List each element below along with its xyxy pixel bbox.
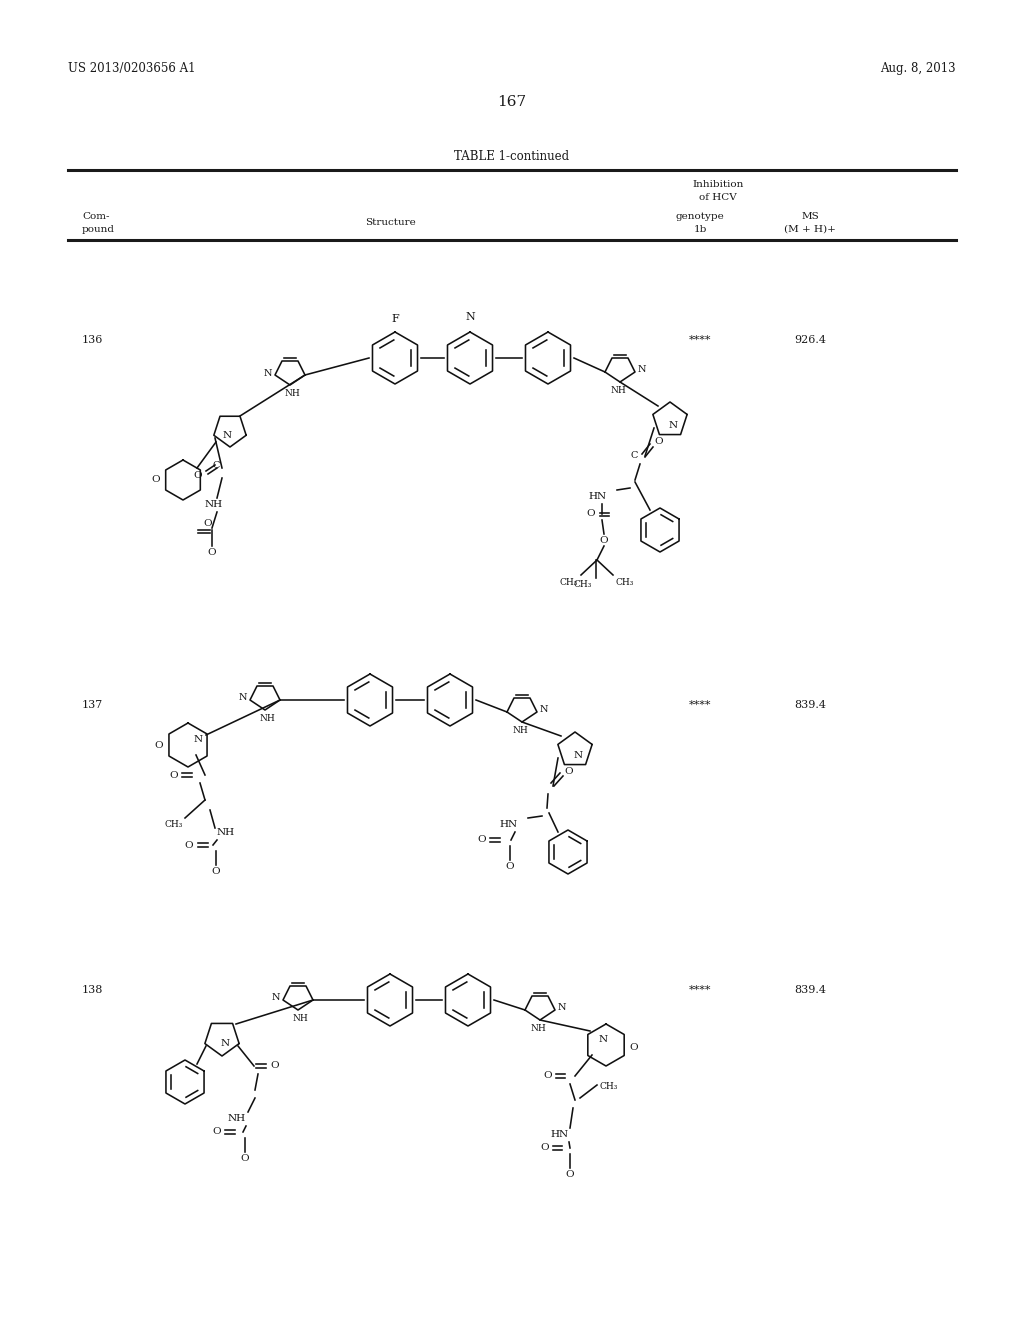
Text: O: O [600,536,608,545]
Text: CH₃: CH₃ [165,820,183,829]
Text: ****: **** [689,335,712,345]
Text: O: O [654,437,663,446]
Text: N: N [239,693,247,702]
Text: 137: 137 [82,700,103,710]
Text: NH: NH [205,500,223,510]
Text: pound: pound [82,224,115,234]
Text: NH: NH [292,1014,308,1023]
Text: N: N [271,994,280,1002]
Text: C: C [631,451,638,461]
Text: CH₃: CH₃ [615,578,634,587]
Text: N: N [194,734,203,743]
Text: O: O [169,771,178,780]
Text: NH: NH [530,1024,546,1034]
Text: Aug. 8, 2013: Aug. 8, 2013 [881,62,956,75]
Text: HN: HN [551,1130,569,1139]
Text: O: O [152,475,160,484]
Text: Structure: Structure [365,218,416,227]
Text: ****: **** [689,700,712,710]
Text: 138: 138 [82,985,103,995]
Text: 136: 136 [82,335,103,345]
Text: N: N [465,312,475,322]
Text: CH₃: CH₃ [560,578,579,587]
Text: O: O [212,1127,221,1137]
Text: O: O [506,862,514,871]
Text: N: N [558,1003,566,1012]
Text: O: O [155,741,163,750]
Text: O: O [564,767,572,776]
Text: O: O [241,1154,249,1163]
Text: O: O [541,1143,549,1152]
Text: genotype: genotype [676,213,724,220]
Text: Com-: Com- [82,213,110,220]
Text: NH: NH [610,385,626,395]
Text: O: O [544,1072,552,1081]
Text: N: N [598,1035,607,1044]
Text: O: O [477,836,486,845]
Text: O: O [212,867,220,876]
Text: of HCV: of HCV [699,193,737,202]
Text: F: F [391,314,399,323]
Text: 1b: 1b [693,224,707,234]
Text: N: N [573,751,583,759]
Text: TABLE 1-continued: TABLE 1-continued [455,150,569,162]
Text: O: O [208,548,216,557]
Text: MS: MS [801,213,819,220]
Text: O: O [194,471,203,480]
Text: N: N [222,430,231,440]
Text: HN: HN [500,820,518,829]
Text: ****: **** [689,985,712,995]
Text: C: C [213,461,220,470]
Text: N: N [638,366,646,375]
Text: O: O [565,1170,574,1179]
Text: NH: NH [228,1114,246,1123]
Text: NH: NH [217,828,236,837]
Text: O: O [270,1061,279,1071]
Text: NH: NH [512,726,528,735]
Text: 839.4: 839.4 [794,985,826,995]
Text: 839.4: 839.4 [794,700,826,710]
Text: N: N [263,368,272,378]
Text: 167: 167 [498,95,526,110]
Text: US 2013/0203656 A1: US 2013/0203656 A1 [68,62,196,75]
Text: N: N [540,705,549,714]
Text: CH₃: CH₃ [599,1082,617,1092]
Text: O: O [204,519,212,528]
Text: NH: NH [284,389,300,399]
Text: N: N [669,421,678,429]
Text: O: O [587,510,595,519]
Text: O: O [629,1043,638,1052]
Text: NH: NH [259,714,274,723]
Text: HN: HN [589,492,607,502]
Text: (M + H)+: (M + H)+ [784,224,836,234]
Text: N: N [220,1039,229,1048]
Text: CH₃: CH₃ [573,579,592,589]
Text: O: O [184,841,193,850]
Text: Inhibition: Inhibition [692,180,743,189]
Text: 926.4: 926.4 [794,335,826,345]
